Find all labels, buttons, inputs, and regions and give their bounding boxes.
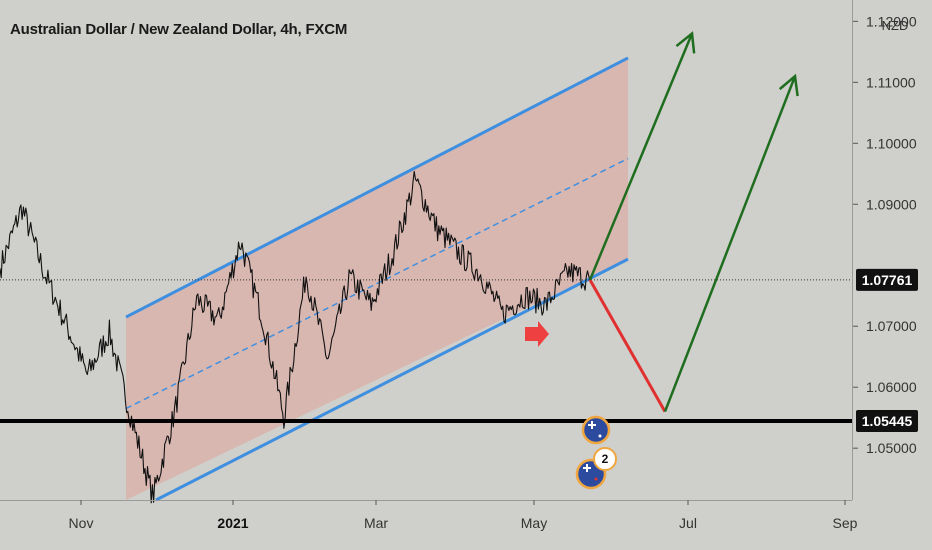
red-pointer-icon — [525, 321, 549, 347]
x-tick-label: Mar — [364, 515, 388, 531]
channel-upper-line[interactable] — [125, 56, 629, 319]
bearish-projection — [588, 279, 667, 413]
svg-text:1.05445: 1.05445 — [862, 413, 913, 429]
y-tick-label: 1.09000 — [866, 196, 917, 212]
x-tick-label: May — [521, 515, 547, 531]
channel-mid-line[interactable] — [125, 157, 629, 410]
event-count-label: 2 — [602, 452, 609, 466]
event-flag-au[interactable] — [581, 415, 611, 445]
y-tick-label: 1.12000 — [866, 13, 917, 29]
last-price-tag: 1.07761 — [856, 268, 918, 291]
bullish-projection-1-head — [675, 31, 696, 54]
chart-title: Australian Dollar / New Zealand Dollar, … — [10, 21, 348, 38]
y-tick-label: 1.07000 — [866, 318, 917, 334]
price-line — [0, 170, 591, 504]
x-tick-label: 2021 — [217, 515, 248, 531]
support-price-tag: 1.05445 — [856, 410, 918, 433]
price-series — [0, 170, 591, 504]
bullish-projection-1 — [588, 33, 694, 281]
bullish-projection-2-head — [778, 73, 799, 97]
x-tick-label: Jul — [679, 515, 697, 531]
y-tick-label: 1.11000 — [866, 74, 916, 90]
x-tick-label: Nov — [69, 515, 94, 531]
channel-lower-line[interactable] — [155, 257, 629, 502]
svg-text:1.07761: 1.07761 — [862, 272, 913, 288]
y-tick-label: 1.05000 — [866, 440, 917, 456]
channel-fill — [126, 57, 628, 501]
event-count-badge[interactable]: 2 — [593, 447, 617, 471]
projection-arrows — [588, 31, 799, 413]
x-axis-ticks: Nov 2021 Mar May Jul Sep — [69, 500, 858, 531]
y-axis-ticks: 1.05000 1.06000 1.07000 1.09000 1.10000 1.110… — [853, 13, 917, 456]
y-tick-label: 1.10000 — [866, 135, 917, 151]
x-tick-label: Sep — [833, 515, 858, 531]
bullish-projection-2 — [663, 75, 797, 413]
y-tick-label: 1.06000 — [866, 379, 917, 395]
currency-label: NZD — [882, 18, 909, 33]
